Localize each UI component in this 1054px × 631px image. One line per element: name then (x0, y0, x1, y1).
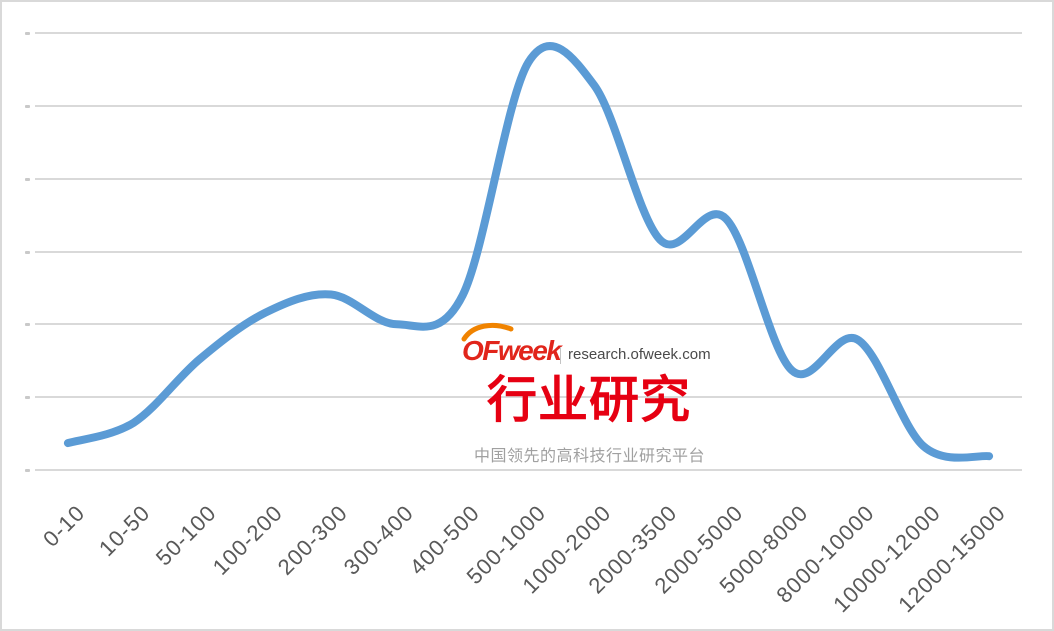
series-line (63, 42, 994, 462)
x-axis-line (35, 469, 1022, 471)
gridline (35, 250, 1022, 253)
y-tick-label (25, 250, 30, 254)
y-tick-label (25, 396, 30, 400)
gridline (35, 323, 1022, 326)
gridline (35, 396, 1022, 399)
gridline (35, 32, 1022, 34)
gridline (35, 177, 1022, 180)
y-tick-label (25, 104, 30, 108)
gridline (35, 104, 1022, 107)
y-tick-label (25, 323, 30, 327)
y-tick-label (25, 32, 30, 35)
y-tick-label (25, 469, 30, 472)
y-tick-label (25, 177, 30, 181)
